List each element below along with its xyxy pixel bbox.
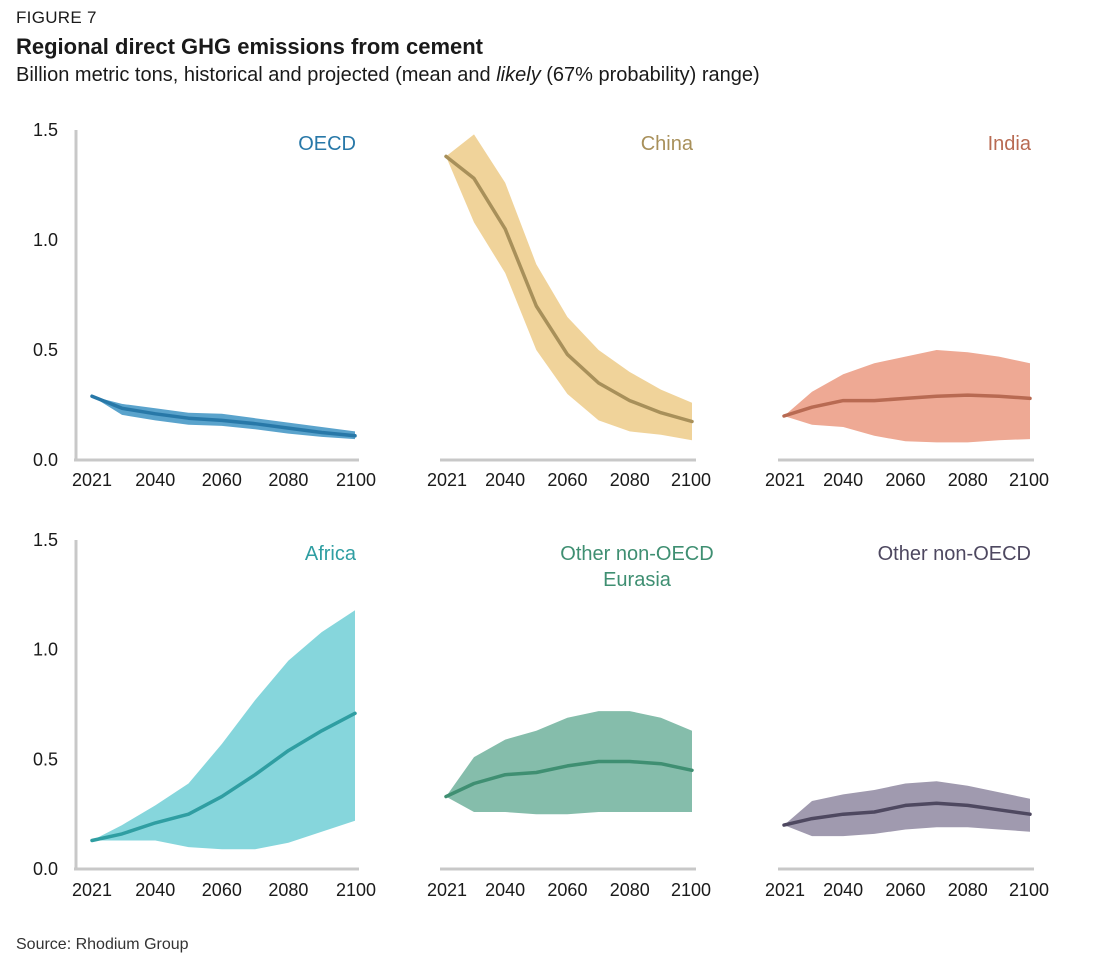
panel-title-africa: Africa (305, 543, 357, 565)
x-tick-label: 2040 (823, 470, 863, 490)
x-tick-label: 2060 (885, 470, 925, 490)
x-tick-label: 2100 (336, 470, 376, 490)
panel-title-oecd: OECD (298, 133, 356, 155)
panel-india: 2021 2040 2060 2080 2100 India (765, 133, 1049, 490)
panel-oecd: 0.0 0.5 1.0 1.5 2021 2040 2060 2080 2100 OECD (33, 120, 376, 490)
x-tick-label: 2021 (427, 470, 467, 490)
x-tick-label: 2080 (948, 880, 988, 900)
y-tick-label: 0.0 (33, 450, 58, 470)
x-tick-label: 2021 (427, 880, 467, 900)
panel-china: 2021 2040 2060 2080 2100 China (427, 133, 711, 490)
subtitle-emphasis: likely (496, 64, 541, 86)
subtitle-pre: Billion metric tons, historical and proj… (16, 64, 497, 86)
x-tick-label: 2100 (1009, 880, 1049, 900)
subtitle-post: (67% probability) range) (540, 64, 760, 86)
x-tick-label: 2080 (610, 470, 650, 490)
panel-other-non-oecd-eurasia: 2021 2040 2060 2080 2100 Other non-OECD Eurasi… (427, 543, 714, 900)
y-tick-label: 0.0 (33, 859, 58, 879)
mean-line-india (782, 393, 1032, 418)
chart-subtitle: Billion metric tons, historical and proj… (16, 64, 760, 87)
x-tick-label: 2100 (671, 470, 711, 490)
x-tick-label: 2021 (765, 470, 805, 490)
y-tick-label: 0.5 (33, 749, 58, 769)
y-tick-label: 0.5 (33, 340, 58, 360)
panel-other-non-oecd: 2021 2040 2060 2080 2100 Other non-OECD (765, 543, 1049, 900)
panel-title-china: China (641, 133, 694, 155)
x-tick-label: 2100 (671, 880, 711, 900)
x-tick-label: 2080 (610, 880, 650, 900)
likely-range-band-india (784, 350, 1030, 443)
x-tick-label: 2021 (72, 470, 112, 490)
mean-line-china (444, 154, 694, 424)
x-tick-label: 2040 (823, 880, 863, 900)
mean-line-oecd (90, 394, 357, 438)
likely-range-band-other-non-oecd-eurasia (446, 711, 692, 815)
figure-label: FIGURE 7 (16, 8, 97, 27)
panel-africa: 0.0 0.5 1.0 1.5 2021 2040 2060 2080 2100 Africa (33, 530, 376, 900)
x-tick-label: 2100 (336, 880, 376, 900)
x-tick-label: 2040 (485, 470, 525, 490)
x-tick-label: 2040 (135, 880, 175, 900)
y-tick-label: 1.5 (33, 530, 58, 550)
x-tick-label: 2060 (202, 470, 242, 490)
x-tick-label: 2060 (885, 880, 925, 900)
x-tick-label: 2021 (765, 880, 805, 900)
x-tick-label: 2080 (268, 470, 308, 490)
y-tick-label: 1.0 (33, 230, 58, 250)
x-tick-label: 2040 (485, 880, 525, 900)
panel-title-other-non-oecd-eurasia: Other non-OECD (560, 543, 713, 565)
likely-range-band-other-non-oecd (784, 781, 1030, 837)
panel-title-other-non-oecd: Other non-OECD (878, 543, 1031, 565)
x-tick-label: 2060 (547, 470, 587, 490)
x-tick-label: 2060 (202, 880, 242, 900)
likely-range-band-china (446, 134, 692, 441)
mean-line-other-non-oecd-eurasia (444, 759, 694, 799)
panel-title-other-non-oecd-eurasia: Eurasia (603, 569, 672, 591)
x-tick-label: 2080 (948, 470, 988, 490)
x-tick-label: 2060 (547, 880, 587, 900)
mean-line-other-non-oecd (782, 801, 1032, 827)
y-tick-label: 1.5 (33, 120, 58, 140)
source-note: Source: Rhodium Group (16, 936, 189, 953)
panel-title-india: India (988, 133, 1032, 155)
mean-line-africa (90, 711, 357, 843)
x-tick-label: 2080 (268, 880, 308, 900)
x-tick-label: 2100 (1009, 470, 1049, 490)
x-tick-label: 2040 (135, 470, 175, 490)
likely-range-band-africa (92, 610, 355, 850)
x-tick-label: 2021 (72, 880, 112, 900)
y-tick-label: 1.0 (33, 640, 58, 660)
chart-title: Regional direct GHG emissions from cemen… (16, 34, 484, 59)
